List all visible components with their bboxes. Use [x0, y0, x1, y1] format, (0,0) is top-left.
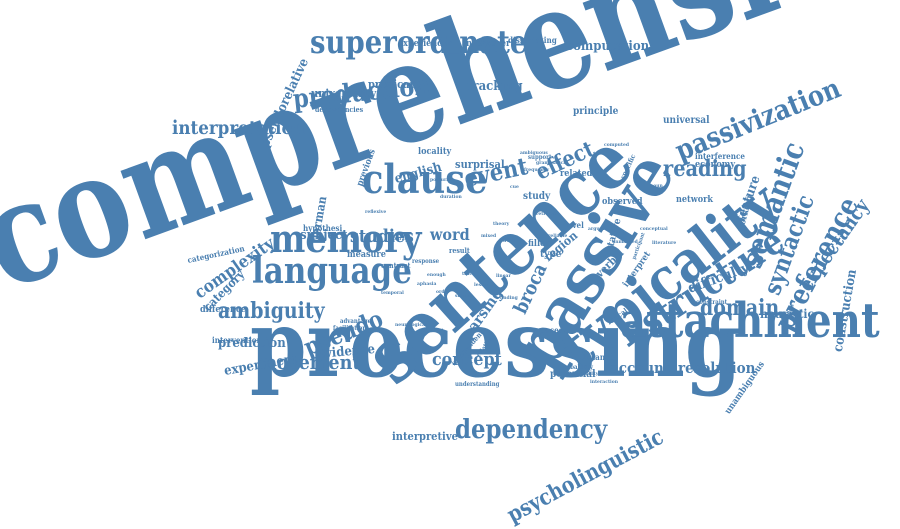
word-dependency: dependency: [455, 415, 608, 446]
word-interference: interference: [695, 150, 745, 161]
word-distance: distance: [580, 351, 615, 362]
word-acceptability: acceptability: [566, 371, 599, 377]
word-universal: universal: [663, 115, 710, 126]
word-unmarked: unmarked: [612, 239, 638, 245]
word-status: status: [455, 293, 471, 299]
word-grammatical: grammatical: [536, 160, 569, 166]
word-heuristic: heuristic: [760, 307, 815, 322]
word-interpretive: interpretive: [392, 430, 458, 444]
word-concept: concept: [432, 348, 502, 370]
word-difference: difference: [200, 304, 246, 315]
word-advantage: advantage: [340, 318, 372, 326]
word-superordinate: superordinate: [310, 23, 528, 62]
word-interpretation: interpretation: [172, 116, 305, 139]
word-conceptual: conceptual: [640, 226, 668, 232]
word-dependencies: dependencies: [315, 105, 364, 115]
word-account: account: [610, 359, 671, 377]
word-network: network: [676, 194, 714, 205]
word-understanding: understanding: [455, 381, 500, 389]
word-locality: locality: [418, 146, 452, 157]
word-resolution: resolution: [678, 359, 756, 377]
word-linear: linear: [496, 273, 511, 279]
word-neurological: neurological: [395, 322, 427, 328]
word-economy: economy: [695, 159, 736, 170]
word-predicate: predicate: [368, 78, 421, 92]
word-frequency: frequency: [524, 167, 550, 173]
word-subject: subject: [300, 227, 348, 243]
word-order: order: [436, 289, 450, 295]
word-intervener: intervener: [463, 38, 511, 49]
word-ambiguous: ambiguous: [520, 150, 548, 156]
word-aphasia: aphasia: [417, 281, 437, 287]
word-observed: observed: [602, 196, 643, 207]
word-theory: theory: [493, 221, 510, 227]
word-phrase: phrase: [393, 236, 411, 242]
word-support: support: [528, 154, 552, 162]
word-memory: memory: [270, 215, 422, 261]
word-argument: argument: [588, 226, 613, 232]
word-enough: enough: [427, 272, 446, 278]
word-clause: clause: [362, 156, 488, 203]
word-experiencer: experiencer: [398, 38, 452, 49]
word-language: language: [252, 250, 412, 293]
word-related: related: [560, 168, 593, 179]
word-reading: reading: [663, 156, 747, 183]
word-trace: trace: [462, 271, 475, 277]
word-result: result: [449, 246, 470, 256]
word-movement: movement: [258, 350, 361, 374]
word-computed: computed: [604, 142, 630, 148]
word-dissociating: dissociating: [508, 34, 557, 45]
word-type: type: [540, 249, 562, 260]
word-response: response: [412, 258, 440, 266]
word-facilitation: facilitation: [333, 325, 367, 333]
word-reliable: reliable: [548, 233, 568, 239]
word-studies: studies: [350, 225, 414, 247]
word-constraint: constraint: [696, 299, 728, 307]
word-hypothesis: hypothesi: [303, 222, 343, 233]
word-level: level: [565, 219, 584, 230]
word-paced: paced: [540, 324, 564, 335]
word-duration: duration: [440, 194, 462, 200]
word-intervention: intervention: [212, 334, 262, 345]
word-domain: domain: [700, 295, 780, 322]
word-literature: literature: [652, 240, 677, 246]
word-postural: postural: [430, 177, 452, 183]
word-prediction: prediction: [218, 335, 286, 351]
word-universality: universality: [311, 87, 377, 101]
word-ambiguity: ambiguity: [218, 298, 325, 325]
word-finding: finding: [500, 295, 518, 301]
word-self: self: [503, 235, 516, 245]
word-noun: noun: [650, 183, 663, 189]
word-filler: filler: [528, 238, 550, 249]
word-surprisal: surprisal: [455, 158, 505, 172]
word-mixed: mixed: [481, 233, 497, 239]
word-temporal: temporal: [381, 290, 404, 296]
word-interaction: interaction: [590, 379, 619, 385]
word-lesion: lesion: [474, 282, 490, 288]
word-potential: potential: [550, 369, 596, 380]
word-principle: principle: [573, 106, 619, 117]
word-study: study: [523, 191, 551, 202]
word-contrast: contrast: [381, 261, 411, 271]
word-attachment: attachment: [620, 292, 880, 349]
word-retrieval: retrieval: [536, 211, 558, 217]
word-reflexive: reflexive: [365, 209, 387, 215]
word-processing: processing: [250, 290, 742, 399]
word-probability: probability: [560, 364, 594, 372]
word-tracking: tracking: [467, 78, 523, 94]
word-cue: cue: [510, 184, 519, 190]
word-measure: measure: [347, 249, 386, 260]
word-word: word: [430, 225, 470, 245]
word-computation: computation: [566, 38, 650, 54]
